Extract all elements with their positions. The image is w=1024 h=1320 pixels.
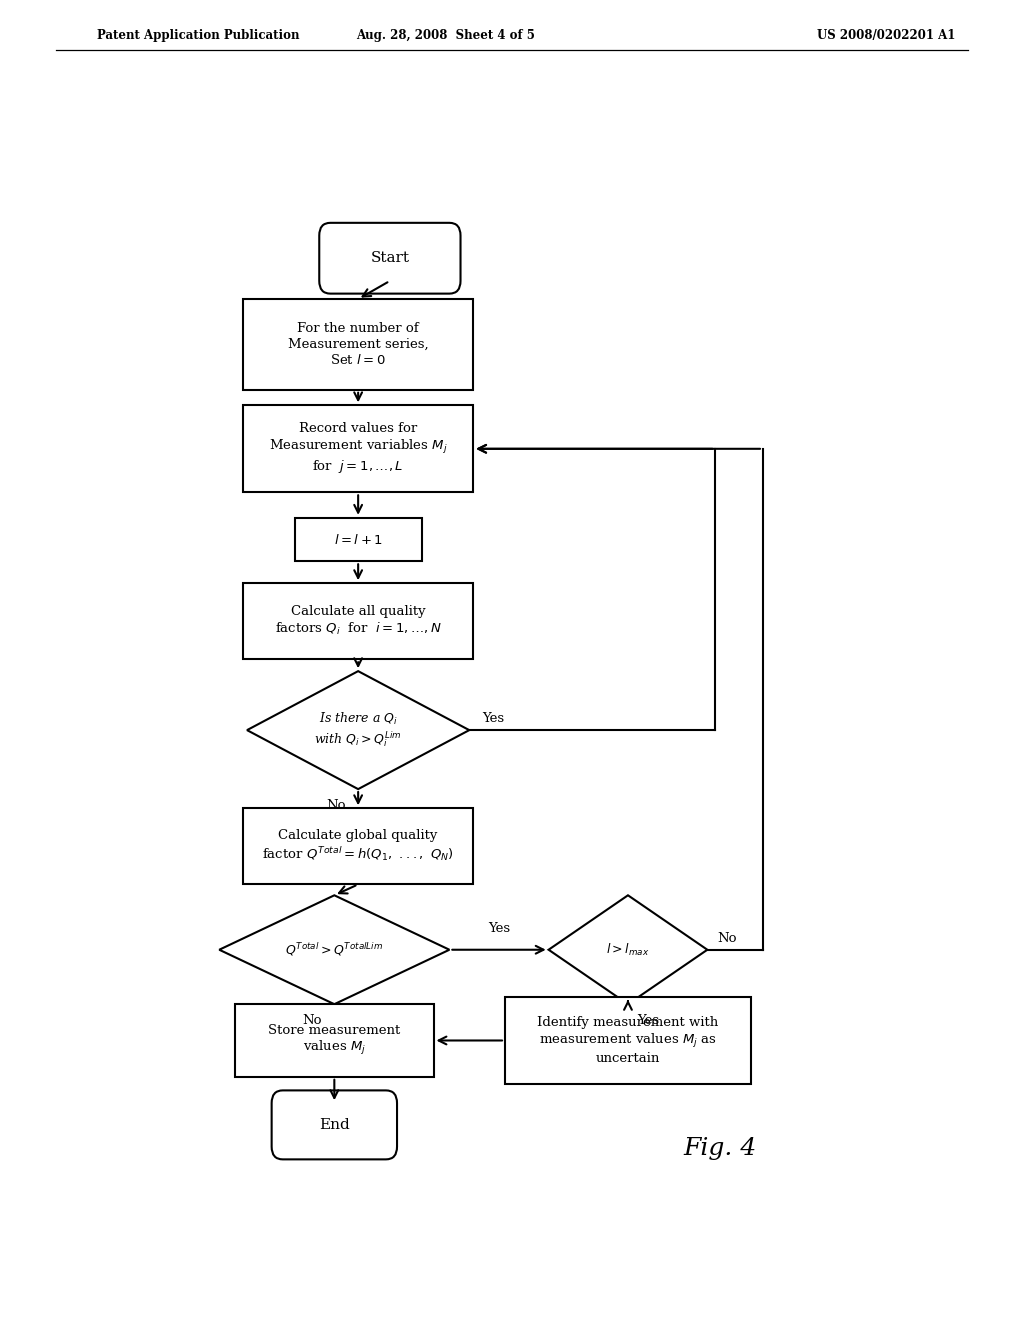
Text: Calculate global quality
factor $Q^{Total}=h(Q_1,\ ...,\ Q_N )$: Calculate global quality factor $Q^{Tota… (262, 829, 454, 863)
Text: $Q^{Total} > Q^{TotalLim}$: $Q^{Total} > Q^{TotalLim}$ (286, 941, 383, 958)
Text: $l > l_{max}$: $l > l_{max}$ (606, 941, 649, 958)
Polygon shape (549, 895, 708, 1005)
FancyBboxPatch shape (243, 808, 473, 884)
Text: No: No (327, 799, 346, 812)
Text: No: No (302, 1014, 322, 1027)
Text: Store measurement
values $M_j$: Store measurement values $M_j$ (268, 1024, 400, 1057)
Text: Identify measurement with
measurement values $M_j$ as
uncertain: Identify measurement with measurement va… (538, 1016, 719, 1065)
Text: Record values for
Measurement variables $M_j$
for  $j=1,\ldots,L$: Record values for Measurement variables … (268, 422, 447, 475)
Text: Patent Application Publication: Patent Application Publication (97, 29, 300, 42)
Polygon shape (247, 671, 469, 789)
Text: Calculate all quality
factors $Q_i$  for  $i=1,\ldots,N$: Calculate all quality factors $Q_i$ for … (274, 606, 441, 638)
Text: $l = l + 1$: $l = l + 1$ (334, 532, 383, 546)
FancyBboxPatch shape (243, 300, 473, 389)
Text: Yes: Yes (638, 1014, 659, 1027)
FancyBboxPatch shape (236, 1005, 433, 1077)
Text: Start: Start (371, 251, 410, 265)
Text: For the number of
Measurement series,
Set $l = 0$: For the number of Measurement series, Se… (288, 322, 428, 367)
FancyBboxPatch shape (271, 1090, 397, 1159)
FancyBboxPatch shape (319, 223, 461, 293)
Text: Fig. 4: Fig. 4 (684, 1137, 757, 1160)
Text: Is there a $Q_i$
with $Q_i>Q_i^{Lim}$: Is there a $Q_i$ with $Q_i>Q_i^{Lim}$ (314, 711, 402, 750)
FancyBboxPatch shape (505, 997, 751, 1084)
Text: Yes: Yes (488, 921, 510, 935)
Text: US 2008/0202201 A1: US 2008/0202201 A1 (817, 29, 955, 42)
FancyBboxPatch shape (295, 517, 422, 561)
FancyBboxPatch shape (243, 583, 473, 660)
Text: No: No (717, 932, 736, 945)
Text: Yes: Yes (482, 711, 504, 725)
Text: Aug. 28, 2008  Sheet 4 of 5: Aug. 28, 2008 Sheet 4 of 5 (356, 29, 535, 42)
FancyBboxPatch shape (243, 405, 473, 492)
Text: End: End (318, 1118, 350, 1131)
Polygon shape (219, 895, 450, 1005)
